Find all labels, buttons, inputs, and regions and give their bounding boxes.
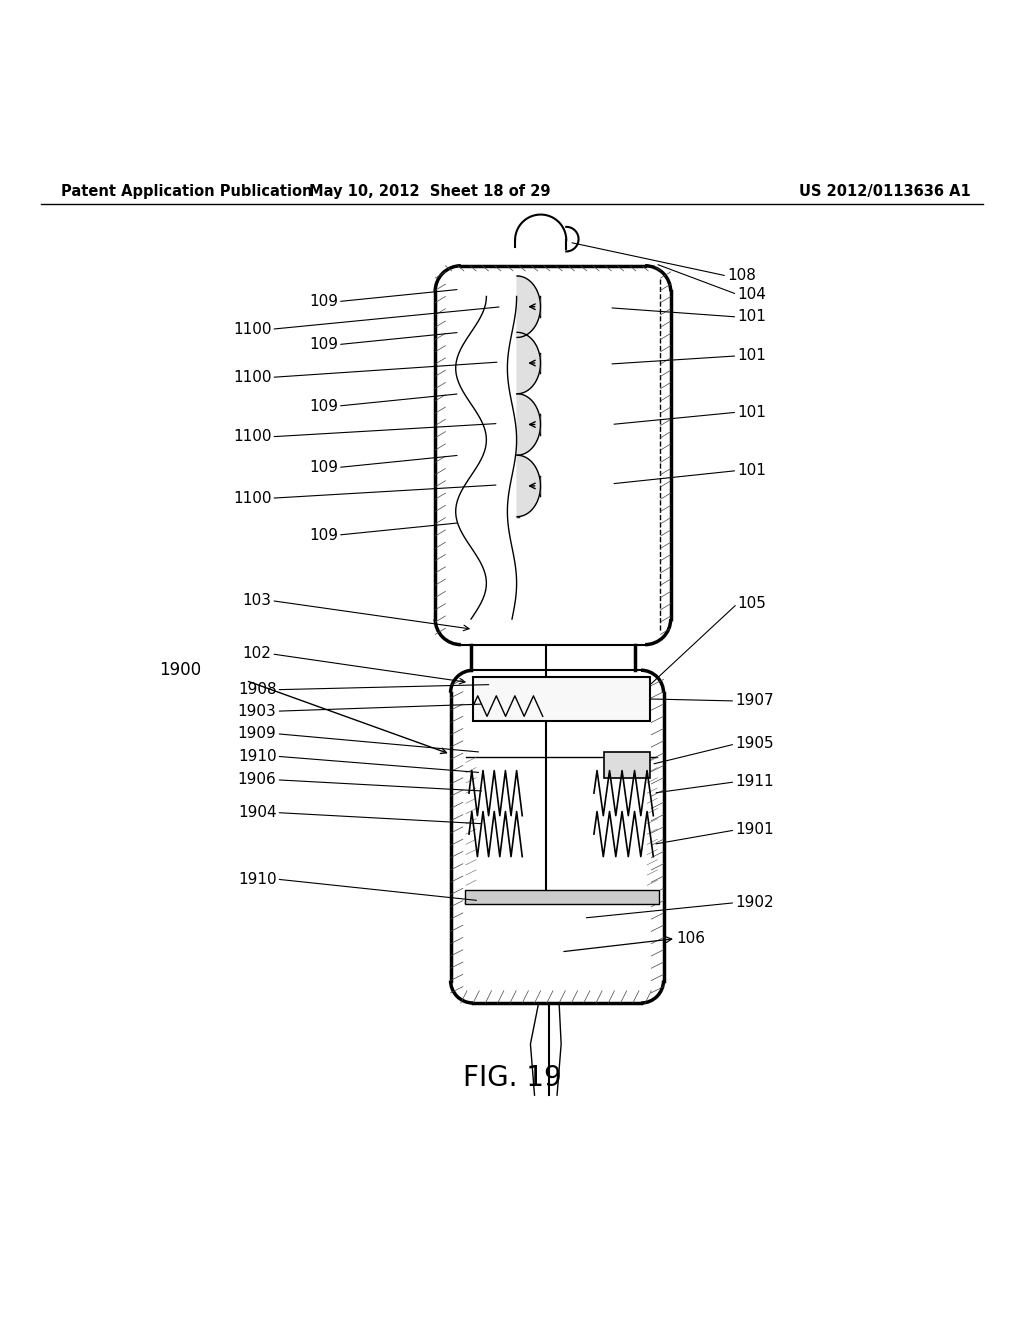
Polygon shape [517, 333, 541, 393]
Text: 1910: 1910 [238, 748, 276, 764]
Bar [465, 891, 659, 904]
Text: 106: 106 [676, 931, 705, 946]
Text: 108: 108 [727, 268, 756, 284]
Text: 109: 109 [309, 528, 338, 543]
Text: 1904: 1904 [238, 805, 276, 820]
Text: 101: 101 [737, 348, 766, 363]
Text: 1903: 1903 [238, 704, 276, 718]
Text: 1100: 1100 [232, 491, 271, 506]
Polygon shape [517, 455, 541, 516]
Text: 1100: 1100 [232, 322, 271, 337]
Text: US 2012/0113636 A1: US 2012/0113636 A1 [799, 183, 971, 198]
Text: 109: 109 [309, 337, 338, 352]
Text: 1905: 1905 [735, 737, 774, 751]
Text: 105: 105 [737, 597, 766, 611]
Text: 103: 103 [243, 593, 271, 609]
Polygon shape [517, 393, 541, 455]
Text: 1909: 1909 [238, 726, 276, 742]
Text: 1901: 1901 [735, 822, 774, 837]
Text: 101: 101 [737, 463, 766, 478]
Text: 1906: 1906 [238, 772, 276, 787]
Text: Patent Application Publication: Patent Application Publication [61, 183, 313, 198]
Text: 1100: 1100 [232, 429, 271, 445]
Text: 1900: 1900 [159, 661, 201, 680]
Bar [604, 752, 650, 777]
Bar [473, 677, 650, 722]
Text: FIG. 19: FIG. 19 [463, 1064, 561, 1092]
Text: 101: 101 [737, 309, 766, 325]
Text: 1902: 1902 [735, 895, 774, 911]
Text: 104: 104 [737, 286, 766, 302]
Text: 1910: 1910 [238, 871, 276, 887]
Text: 1907: 1907 [735, 693, 774, 709]
Text: 1908: 1908 [238, 682, 276, 697]
Polygon shape [517, 276, 541, 338]
Text: 109: 109 [309, 459, 338, 475]
Text: May 10, 2012  Sheet 18 of 29: May 10, 2012 Sheet 18 of 29 [309, 183, 551, 198]
Text: 109: 109 [309, 294, 338, 309]
Text: 109: 109 [309, 399, 338, 413]
Text: 1100: 1100 [232, 370, 271, 385]
Text: 102: 102 [243, 647, 271, 661]
Text: 1911: 1911 [735, 775, 774, 789]
Text: 101: 101 [737, 405, 766, 420]
